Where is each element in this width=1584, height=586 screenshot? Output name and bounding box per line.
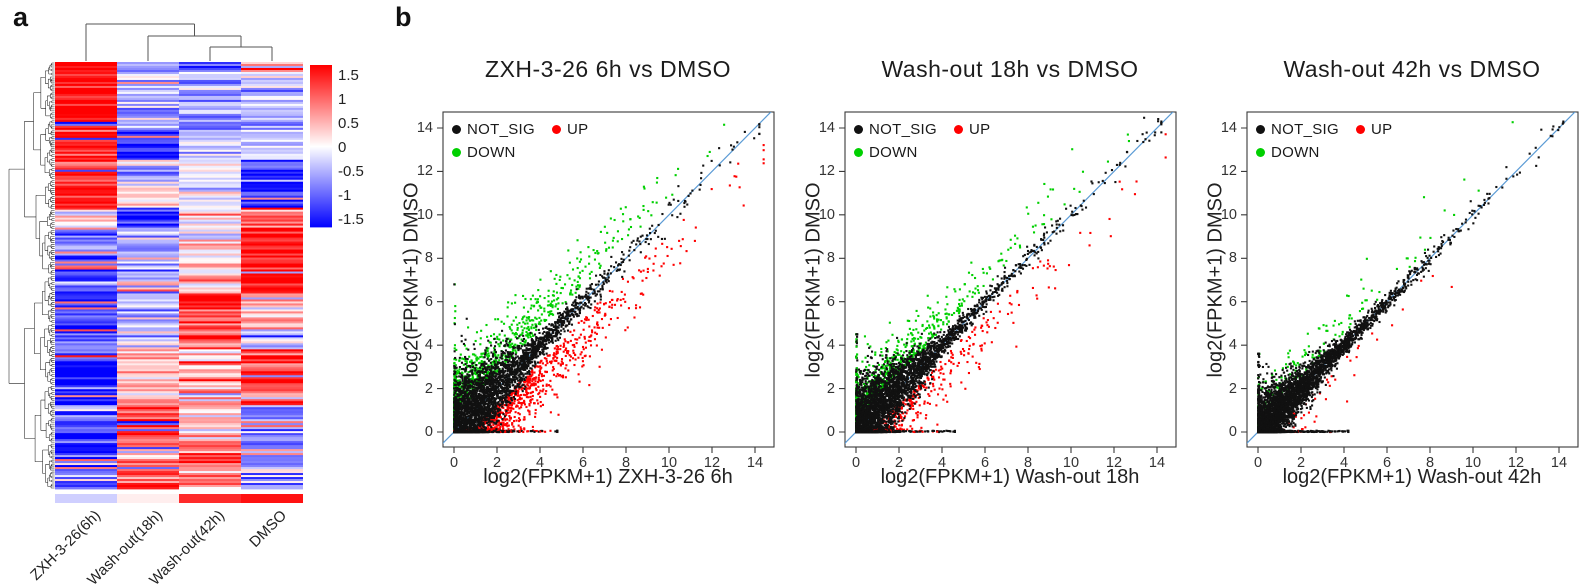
scatter2-x-axis-label: log2(FPKM+1) Wash-out 18h: [880, 466, 1140, 488]
up-dot-icon: [551, 124, 561, 134]
scatter3-legend: NOT_SIG UP DOWN: [1256, 118, 1392, 163]
not-sig-dot-icon: [854, 124, 863, 134]
y-tick-label: 10: [1220, 206, 1237, 223]
scatter3-title: Wash-out 42h vs DMSO: [1283, 56, 1541, 82]
legend-label-not-sig: NOT_SIG: [1271, 120, 1339, 138]
legend-label-not-sig: NOT_SIG: [467, 120, 535, 138]
x-tick-label: 12: [1507, 455, 1525, 471]
x-tick-label: 14: [746, 455, 764, 471]
x-tick-label: 10: [1062, 455, 1080, 471]
y-tick-label: 12: [818, 163, 835, 180]
y-tick-label: 10: [416, 206, 433, 223]
x-tick-label: 8: [1023, 455, 1033, 471]
not-sig-dot-icon: [452, 124, 461, 134]
scatter3-x-axis-label: log2(FPKM+1) Wash-out 42h: [1282, 466, 1542, 488]
y-tick-label: 2: [1228, 380, 1237, 397]
y-tick-label: 14: [818, 120, 835, 136]
x-tick-label: 12: [1105, 455, 1123, 471]
y-tick-label: 4: [1228, 337, 1237, 354]
x-tick-label: 12: [703, 455, 721, 471]
y-tick-label: 10: [818, 206, 835, 223]
y-tick-label: 6: [424, 293, 433, 310]
not-sig-dot-icon: [1256, 124, 1265, 134]
x-tick-label: 4: [1339, 455, 1349, 471]
up-dot-icon: [1355, 124, 1365, 134]
x-tick-label: 8: [621, 455, 631, 471]
y-tick-label: 8: [424, 250, 433, 267]
legend-label-up: UP: [566, 120, 589, 138]
y-tick-label: 8: [1228, 250, 1237, 267]
x-tick-label: 6: [980, 455, 990, 471]
y-tick-label: 12: [1220, 163, 1237, 180]
x-tick-label: 14: [1148, 455, 1166, 471]
x-tick-label: 0: [1253, 455, 1263, 471]
scatter1-title: ZXH-3-26 6h vs DMSO: [485, 56, 731, 82]
x-tick-label: 4: [535, 455, 545, 471]
colorbar-tick-label: 0: [338, 139, 347, 156]
down-dot-icon: [452, 147, 461, 157]
colorbar-tick-label: 0.5: [338, 115, 359, 132]
y-tick-label: 6: [1228, 293, 1237, 310]
x-tick-label: 10: [1464, 455, 1482, 471]
colorbar-tick-label: -1: [338, 187, 352, 204]
y-tick-label: 8: [826, 250, 835, 267]
up-dot-icon: [953, 124, 963, 134]
y-tick-label: 4: [826, 337, 835, 354]
legend-label-down: DOWN: [467, 143, 516, 161]
x-tick-label: 0: [851, 455, 861, 471]
y-tick-label: 0: [424, 424, 433, 440]
x-tick-label: 14: [1550, 455, 1568, 471]
legend-label-down: DOWN: [869, 143, 918, 161]
legend-label-not-sig: NOT_SIG: [869, 120, 937, 138]
x-tick-label: 10: [660, 455, 678, 471]
x-tick-label: 0: [449, 455, 459, 471]
y-tick-label: 0: [1228, 424, 1237, 440]
x-tick-label: 2: [492, 455, 502, 471]
x-tick-label: 2: [1296, 455, 1306, 471]
x-tick-label: 6: [578, 455, 588, 471]
y-tick-label: 0: [826, 424, 835, 440]
x-tick-label: 8: [1425, 455, 1435, 471]
down-dot-icon: [854, 147, 863, 157]
legend-label-up: UP: [968, 120, 991, 138]
colorbar-tick-label: 1: [338, 91, 347, 108]
x-tick-label: 4: [937, 455, 947, 471]
x-tick-label: 6: [1382, 455, 1392, 471]
down-dot-icon: [1256, 147, 1265, 157]
colorbar-tick-label: -0.5: [338, 163, 364, 180]
y-tick-label: 2: [424, 380, 433, 397]
panel-a-label: a: [13, 2, 29, 32]
legend-label-up: UP: [1370, 120, 1393, 138]
scatter2-legend: NOT_SIG UP DOWN: [854, 118, 990, 163]
scatter1-legend: NOT_SIG UP DOWN: [452, 118, 588, 163]
y-tick-label: 4: [424, 337, 433, 354]
scatter2-title: Wash-out 18h vs DMSO: [881, 56, 1139, 82]
colorbar-tick-label: -1.5: [338, 211, 364, 228]
scatter1-x-axis-label: log2(FPKM+1) ZXH-3-26 6h: [483, 466, 733, 488]
y-tick-label: 2: [826, 380, 835, 397]
y-tick-label: 14: [1220, 120, 1237, 136]
legend-label-down: DOWN: [1271, 143, 1320, 161]
x-tick-label: 2: [894, 455, 904, 471]
colorbar-tick-label: 1.5: [338, 67, 359, 84]
y-tick-label: 6: [826, 293, 835, 310]
y-tick-label: 12: [416, 163, 433, 180]
y-tick-label: 14: [416, 120, 433, 136]
panel-b-label: b: [395, 2, 412, 32]
